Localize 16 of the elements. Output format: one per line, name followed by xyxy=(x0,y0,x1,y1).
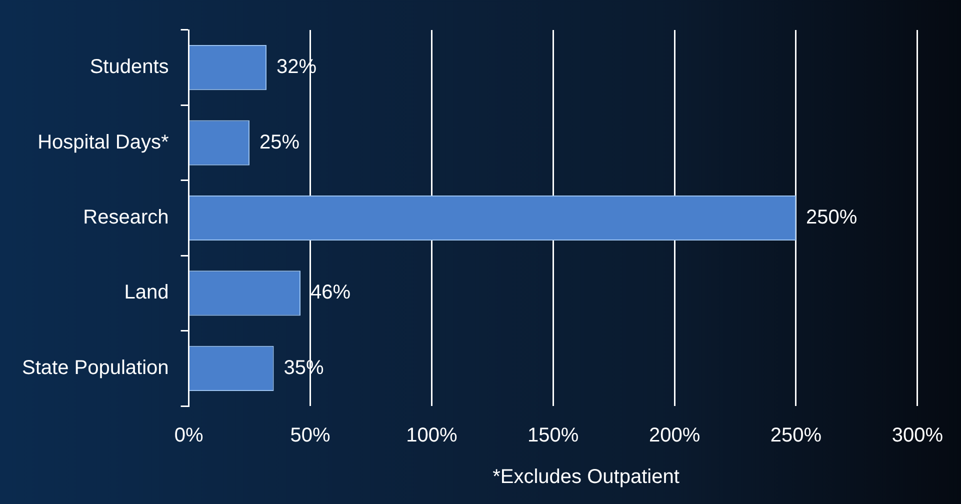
x-tick-label: 300% xyxy=(892,424,944,447)
data-label: 250% xyxy=(806,206,858,229)
x-tick-label: 50% xyxy=(290,424,330,447)
text: *Excludes Outpatient xyxy=(492,466,680,489)
y-tick-label: Hospital Days* xyxy=(38,131,169,154)
x-tick-label: 250% xyxy=(770,424,822,447)
x-tick-label: 200% xyxy=(648,424,700,447)
data-label: 25% xyxy=(260,131,300,154)
y-tick-label: Research xyxy=(83,206,169,229)
x-tick-label: 150% xyxy=(528,424,579,447)
y-tick-label: Land xyxy=(124,282,169,304)
y-tick-label: State Population xyxy=(22,356,169,379)
data-label: 46% xyxy=(310,282,351,304)
x-tick-label: 100% xyxy=(406,424,458,447)
y-tick-label: Students xyxy=(90,56,169,78)
x-tick-label: 0% xyxy=(174,424,204,447)
